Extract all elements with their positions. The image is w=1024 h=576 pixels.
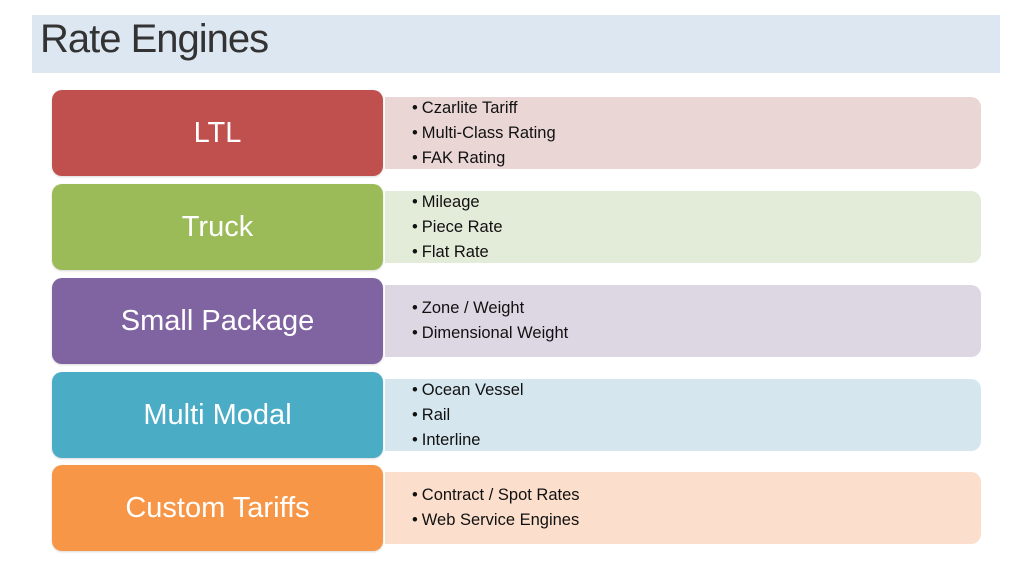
bullet-item: Zone / Weight <box>412 296 981 321</box>
rate-engine-row: TruckMileagePiece RateFlat Rate <box>52 184 982 270</box>
rate-engine-row: Multi ModalOcean VesselRailInterline <box>52 372 982 458</box>
bullet-item: Flat Rate <box>412 240 981 265</box>
bullet-item: Web Service Engines <box>412 508 981 533</box>
bullet-item: Rail <box>412 403 981 428</box>
slide-title: Rate Engines <box>40 17 269 61</box>
rate-engine-row: Small PackageZone / WeightDimensional We… <box>52 278 982 364</box>
category-box: Multi Modal <box>52 372 383 458</box>
bullet-item: Ocean Vessel <box>412 378 981 403</box>
detail-box: MileagePiece RateFlat Rate <box>385 191 981 263</box>
category-box: Custom Tariffs <box>52 465 383 551</box>
bullet-item: Czarlite Tariff <box>412 96 981 121</box>
bullet-item: Interline <box>412 428 981 453</box>
category-box: Small Package <box>52 278 383 364</box>
bullet-item: Mileage <box>412 190 981 215</box>
rate-engine-row: LTLCzarlite TariffMulti-Class RatingFAK … <box>52 90 982 176</box>
title-band: Rate Engines <box>32 15 1000 73</box>
bullet-item: Multi-Class Rating <box>412 121 981 146</box>
detail-box: Ocean VesselRailInterline <box>385 379 981 451</box>
bullet-item: Dimensional Weight <box>412 321 981 346</box>
bullet-item: Piece Rate <box>412 215 981 240</box>
category-box: LTL <box>52 90 383 176</box>
detail-box: Czarlite TariffMulti-Class RatingFAK Rat… <box>385 97 981 169</box>
bullet-item: Contract / Spot Rates <box>412 483 981 508</box>
bullet-item: FAK Rating <box>412 146 981 171</box>
detail-box: Contract / Spot RatesWeb Service Engines <box>385 472 981 544</box>
category-box: Truck <box>52 184 383 270</box>
rate-engine-row: Custom TariffsContract / Spot RatesWeb S… <box>52 465 982 551</box>
detail-box: Zone / WeightDimensional Weight <box>385 285 981 357</box>
